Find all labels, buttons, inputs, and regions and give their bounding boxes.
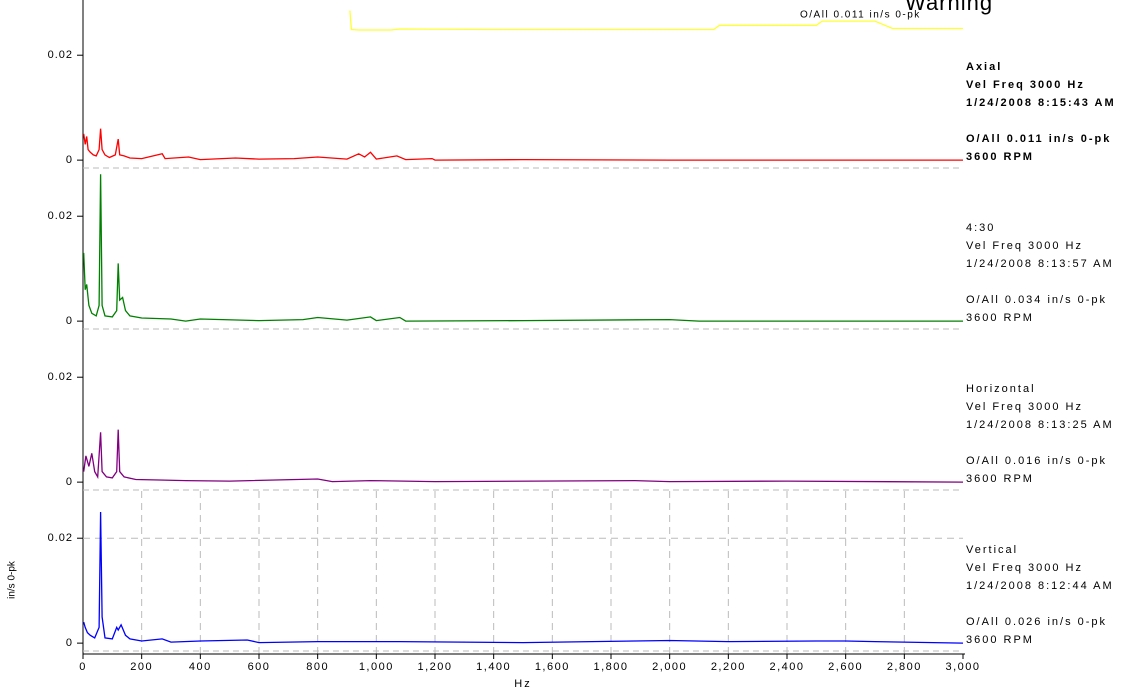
panel-info: 3600 RPM	[966, 151, 1034, 163]
y-tick-label: 0.02	[48, 49, 73, 61]
panel-info: 3600 RPM	[966, 312, 1034, 324]
y-tick-label: 0.02	[48, 532, 73, 544]
panel-info: Vertical	[966, 544, 1018, 556]
x-tick-label: 0	[79, 661, 87, 673]
y-tick-label: 0	[66, 476, 73, 488]
x-tick-label: 200	[130, 661, 153, 673]
panel-info: Vel Freq 3000 Hz	[966, 401, 1083, 413]
x-tick-label: 800	[306, 661, 329, 673]
y-tick-label: 0	[66, 154, 73, 166]
y-tick-label: 0.02	[48, 371, 73, 383]
x-tick-label: 2,600	[828, 661, 863, 673]
x-tick-label: 2,800	[887, 661, 922, 673]
x-tick-label: 3,000	[945, 661, 980, 673]
panel-info: O/All 0.016 in/s 0-pk	[966, 455, 1107, 467]
x-tick-label: 1,600	[535, 661, 570, 673]
spectrum-line	[83, 128, 963, 161]
x-tick-label: 600	[248, 661, 271, 673]
warning-label: Warning	[905, 0, 993, 15]
x-tick-label: 2,200	[711, 661, 746, 673]
overall-label: O/All 0.011 in/s 0-pk	[800, 10, 921, 21]
panel-info: Axial	[966, 61, 1002, 73]
panel-info: 3600 RPM	[966, 473, 1034, 485]
spectrum-line	[83, 174, 963, 322]
x-tick-label: 1,400	[476, 661, 511, 673]
spectrum-line	[349, 10, 963, 31]
panel-info: O/All 0.034 in/s 0-pk	[966, 294, 1107, 306]
x-tick-label: 2,000	[652, 661, 687, 673]
panel-info: O/All 0.011 in/s 0-pk	[966, 133, 1111, 145]
x-tick-label: 1,200	[417, 661, 452, 673]
panel-info: 1/24/2008 8:13:25 AM	[966, 419, 1114, 431]
spectrum-line	[83, 511, 964, 644]
x-axis-label: Hz	[514, 678, 531, 690]
x-tick-label: 1,000	[359, 661, 394, 673]
panel-info: Vel Freq 3000 Hz	[966, 562, 1083, 574]
panel-info: Vel Freq 3000 Hz	[966, 240, 1083, 252]
y-tick-label: 0	[66, 315, 73, 327]
panel-info: 4:30	[966, 222, 995, 234]
y-tick-label: 0.02	[48, 210, 73, 222]
y-tick-label: 0	[66, 637, 73, 649]
x-tick-label: 1,800	[593, 661, 628, 673]
x-tick-label: 400	[189, 661, 212, 673]
panel-info: O/All 0.026 in/s 0-pk	[966, 616, 1107, 628]
y-axis-label: in/s 0-pk	[7, 560, 18, 599]
panel-info: Vel Freq 3000 Hz	[966, 79, 1085, 91]
panel-info: 1/24/2008 8:12:44 AM	[966, 580, 1114, 592]
panel-info: 1/24/2008 8:15:43 AM	[966, 97, 1116, 109]
panel-info: Horizontal	[966, 383, 1036, 395]
panel-info: 3600 RPM	[966, 634, 1034, 646]
spectrum-line	[83, 429, 964, 483]
x-tick-label: 2,400	[769, 661, 804, 673]
panel-info: 1/24/2008 8:13:57 AM	[966, 258, 1114, 270]
